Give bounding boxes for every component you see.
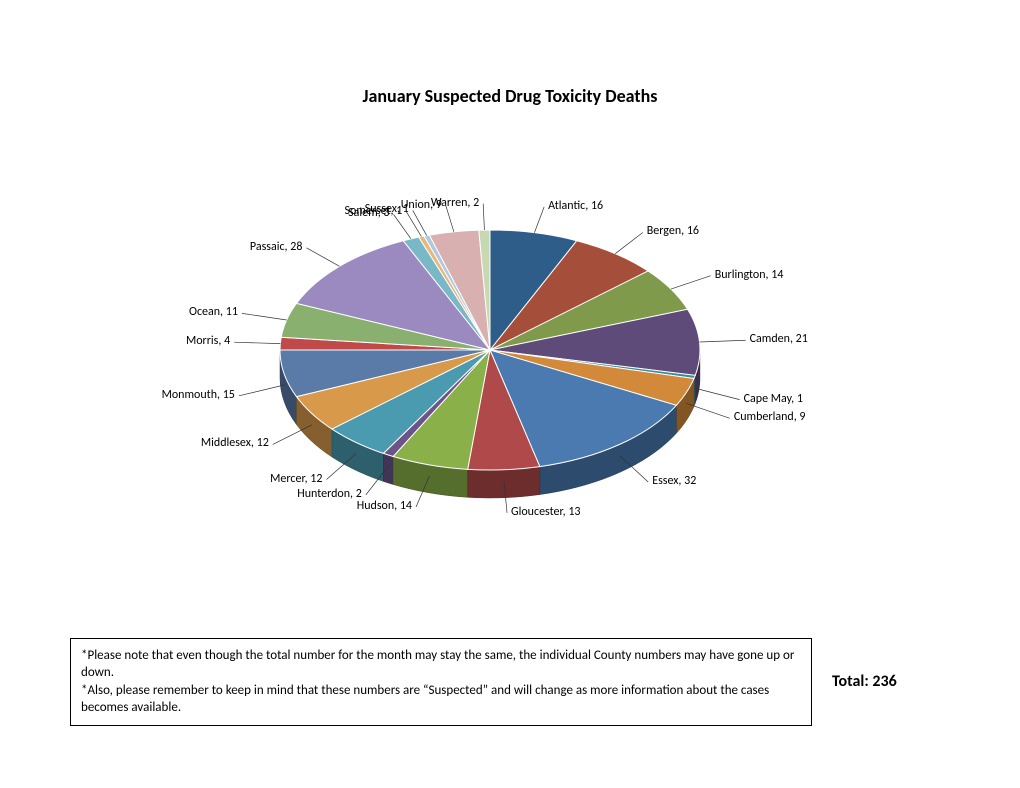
leader-line xyxy=(695,388,740,400)
slice-label: Hunterdon, 2 xyxy=(297,487,362,501)
slice-label: Cumberland, 9 xyxy=(734,410,806,424)
slice-label: Morris, 4 xyxy=(186,334,230,348)
slice-label: Cape May, 1 xyxy=(744,392,803,406)
note-box: *Please note that even though the total … xyxy=(70,638,812,726)
slice-label: Gloucester, 13 xyxy=(511,505,580,519)
footer-row: *Please note that even though the total … xyxy=(70,638,950,726)
leader-line xyxy=(483,204,484,230)
slice-label: Atlantic, 16 xyxy=(548,199,603,213)
pie-side xyxy=(383,453,393,484)
leader-line xyxy=(534,207,544,233)
slice-label: Monmouth, 15 xyxy=(162,388,235,402)
leader-line xyxy=(687,403,730,418)
leader-line xyxy=(671,276,711,289)
slice-label: Mercer, 12 xyxy=(270,472,322,486)
slice-label: Hudson, 14 xyxy=(357,499,412,513)
total-label: Total: 236 xyxy=(832,672,897,691)
leader-line xyxy=(306,248,339,266)
slice-label: Camden, 21 xyxy=(750,332,808,346)
note-line: *Please note that even though the total … xyxy=(81,647,801,682)
slice-label: Ocean, 11 xyxy=(189,305,238,319)
slice-label: Bergen, 16 xyxy=(647,224,699,238)
slice-label: Passaic, 28 xyxy=(250,240,303,254)
leader-line xyxy=(394,214,411,238)
pie-chart: Atlantic, 16 Bergen, 16 Burlington, 14 Camd… xyxy=(170,170,810,550)
leader-line xyxy=(615,232,643,253)
leader-line xyxy=(700,340,746,342)
leader-line xyxy=(239,385,284,396)
leader-line xyxy=(234,342,280,343)
leader-line xyxy=(446,206,454,232)
chart-title: January Suspected Drug Toxicity Deaths xyxy=(0,85,1020,107)
slice-label: Essex, 32 xyxy=(652,474,696,488)
slice-label: Middlesex, 12 xyxy=(201,436,269,450)
leader-line xyxy=(413,210,427,235)
slice-label: Warren, 2 xyxy=(431,196,479,210)
leader-line xyxy=(242,313,287,320)
note-line: *Also, please remember to keep in mind t… xyxy=(81,682,801,717)
slice-label: Burlington, 14 xyxy=(715,268,784,282)
